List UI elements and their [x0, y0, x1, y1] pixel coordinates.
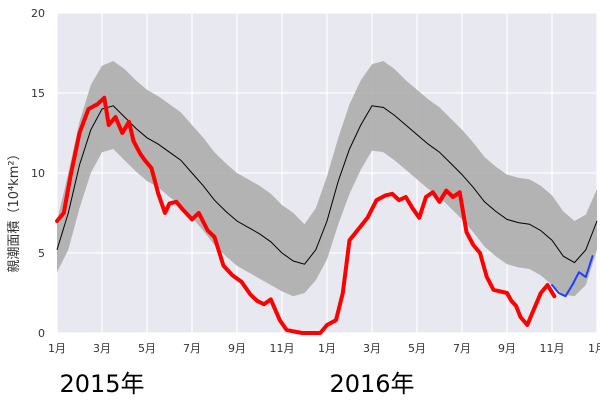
x-tick-label: 1月 — [588, 342, 600, 355]
x-tick-label: 9月 — [228, 342, 246, 355]
y-axis-label: 親潮面積（10⁴km²） — [7, 147, 22, 272]
x-tick-label: 1月 — [48, 342, 66, 355]
climatology-band — [57, 61, 597, 297]
y-tick-label: 5 — [38, 247, 45, 260]
y-tick-labels: 0 5 10 15 20 — [31, 7, 45, 340]
climatology-mean-line — [56, 105, 598, 265]
x-tick-label: 3月 — [93, 342, 111, 355]
x-tick-label: 9月 — [498, 342, 516, 355]
y-tick-label: 0 — [38, 327, 45, 340]
x-tick-label: 11月 — [540, 342, 565, 355]
x-tick-label: 11月 — [270, 342, 295, 355]
x-tick-label: 7月 — [453, 342, 471, 355]
x-tick-label: 3月 — [363, 342, 381, 355]
climatology-group — [56, 105, 598, 265]
year-labels: 2015年 2016年 — [59, 370, 414, 398]
band-group — [57, 61, 597, 297]
y-tick-label: 15 — [31, 87, 45, 100]
x-tick-label: 5月 — [408, 342, 426, 355]
observed-group — [55, 95, 594, 335]
x-tick-label: 1月 — [318, 342, 336, 355]
y-tick-label: 20 — [31, 7, 45, 20]
observed-series-red-line — [55, 95, 557, 335]
observed-series-blue-line — [551, 255, 594, 298]
x-tick-label: 7月 — [183, 342, 201, 355]
x-tick-label: 5月 — [138, 342, 156, 355]
year-label: 2016年 — [329, 370, 414, 398]
x-tick-labels: 1月 3月 5月 7月 9月 11月 1月 3月 5月 7月 9月 11月 1月 — [48, 342, 600, 355]
y-tick-label: 10 — [31, 167, 45, 180]
year-label: 2015年 — [59, 370, 144, 398]
